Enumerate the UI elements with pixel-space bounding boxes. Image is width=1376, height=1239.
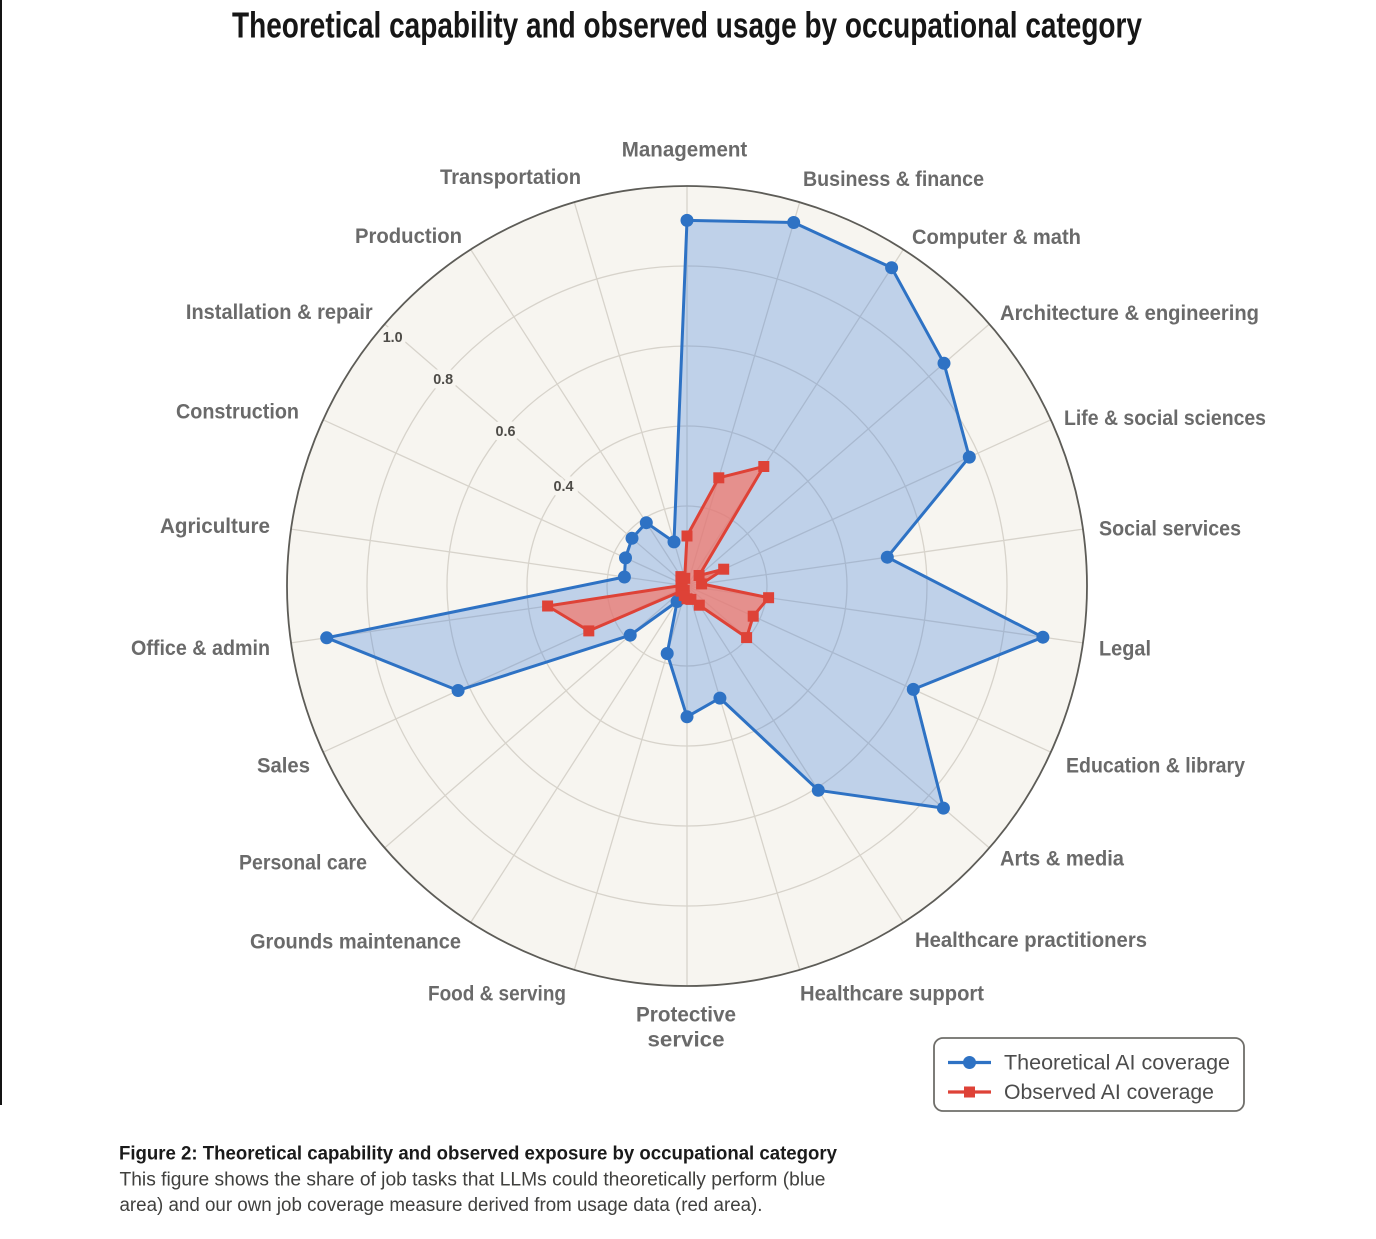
svg-text:Legal: Legal — [1099, 637, 1151, 660]
svg-text:Agriculture: Agriculture — [160, 515, 270, 538]
svg-text:Computer & math: Computer & math — [912, 226, 1081, 249]
svg-text:Arts & media: Arts & media — [1000, 847, 1124, 870]
svg-text:Protective: Protective — [636, 1003, 736, 1026]
svg-text:Personal care: Personal care — [239, 851, 367, 874]
svg-text:Construction: Construction — [176, 400, 299, 423]
svg-text:Installation & repair: Installation & repair — [186, 301, 373, 324]
svg-text:Theoretical capability and obs: Theoretical capability and observed usag… — [232, 5, 1142, 46]
svg-text:Sales: Sales — [257, 754, 310, 777]
svg-text:Office & admin: Office & admin — [131, 637, 270, 660]
svg-text:Architecture & engineering: Architecture & engineering — [1000, 302, 1259, 325]
svg-text:This figure shows the share of: This figure shows the share of job tasks… — [120, 1170, 826, 1191]
svg-text:service: service — [648, 1028, 725, 1051]
svg-text:Social services: Social services — [1099, 517, 1241, 540]
svg-text:Transportation: Transportation — [440, 166, 581, 189]
svg-text:0.8: 0.8 — [433, 371, 453, 388]
svg-text:1.0: 1.0 — [383, 329, 403, 346]
svg-text:Theoretical AI coverage: Theoretical AI coverage — [1004, 1052, 1230, 1075]
svg-text:Figure 2: Theoretical capabili: Figure 2: Theoretical capability and obs… — [119, 1144, 837, 1165]
svg-text:0.6: 0.6 — [496, 423, 516, 440]
svg-text:Education & library: Education & library — [1066, 754, 1245, 777]
svg-text:Production: Production — [355, 225, 462, 248]
svg-text:Healthcare practitioners: Healthcare practitioners — [915, 929, 1147, 952]
svg-text:Grounds maintenance: Grounds maintenance — [250, 930, 461, 953]
svg-text:Food & serving: Food & serving — [428, 982, 566, 1005]
svg-text:area) and our own job coverage: area) and our own job coverage measure d… — [120, 1195, 763, 1216]
svg-text:Life & social sciences: Life & social sciences — [1064, 407, 1266, 430]
svg-text:Business & finance: Business & finance — [803, 168, 984, 191]
svg-text:Management: Management — [622, 138, 748, 161]
svg-text:Healthcare support: Healthcare support — [800, 982, 984, 1005]
svg-text:Observed AI coverage: Observed AI coverage — [1004, 1081, 1214, 1104]
svg-text:0.4: 0.4 — [554, 478, 575, 495]
